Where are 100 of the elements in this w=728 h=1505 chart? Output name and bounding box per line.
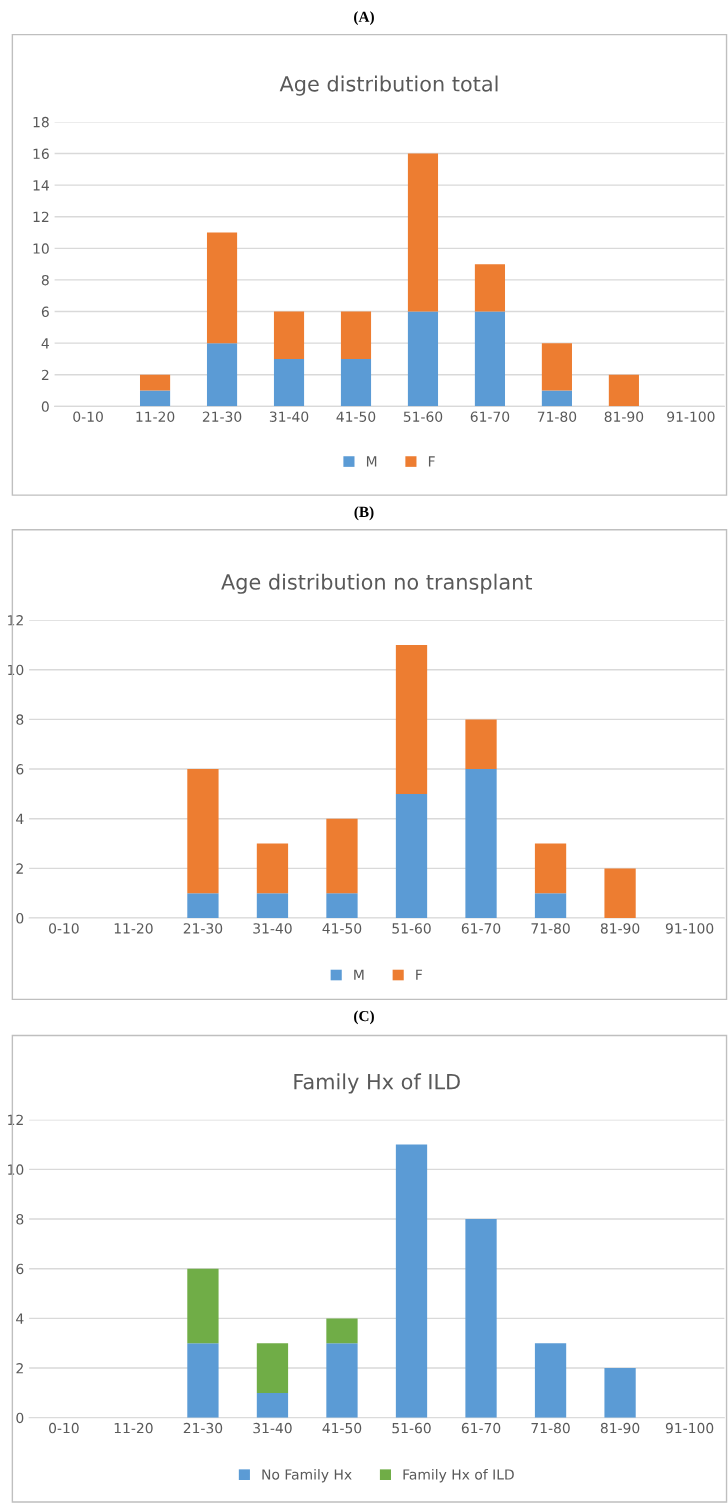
bar [465, 1219, 497, 1418]
bar [326, 818, 358, 894]
x-tick-label: 21-30 [202, 411, 242, 422]
legend-label: F [428, 456, 435, 467]
y-tick-label: 18 [33, 116, 49, 128]
text: (C) [354, 1010, 374, 1025]
x-tick-label: 81-90 [604, 411, 644, 422]
bar [273, 358, 305, 407]
x-tick-label: 11-20 [136, 411, 175, 422]
y-tick-label: 2 [16, 863, 23, 874]
y-tick-label: 14 [33, 180, 49, 191]
bar [256, 1392, 289, 1418]
y-tick-label: 8 [16, 714, 24, 725]
chart-title: Family Hx of ILD [294, 1073, 460, 1094]
bar [608, 374, 639, 407]
x-tick-label: 0-10 [73, 411, 103, 422]
bar [256, 1343, 289, 1393]
bar [139, 390, 171, 407]
y-tick-label: 4 [16, 813, 24, 824]
bar [474, 264, 506, 312]
bar [139, 374, 171, 391]
bar [474, 311, 506, 407]
legend-label: M [354, 969, 364, 980]
x-tick-label: 0-10 [49, 1422, 79, 1434]
bar [534, 843, 567, 894]
x-tick-label: 51-60 [403, 411, 443, 422]
bar [256, 843, 289, 894]
bar [465, 769, 497, 919]
bar [395, 1144, 428, 1418]
y-tick-label: 8 [16, 1214, 24, 1225]
y-tick-label: 2 [16, 1363, 23, 1374]
x-tick-label: 0-10 [49, 923, 79, 934]
bar [541, 343, 572, 391]
x-tick-label: 81-90 [600, 1422, 640, 1434]
x-tick-label: 11-20 [114, 923, 153, 934]
bar [206, 343, 238, 407]
legend-label: F [416, 969, 423, 980]
y-tick-label: 6 [16, 764, 24, 775]
legend-label: No Family Hx [262, 1468, 352, 1483]
y-tick-label: 0 [41, 401, 49, 412]
bar [604, 868, 636, 919]
y-tick-label: 12 [8, 615, 23, 626]
bar [395, 793, 428, 919]
bar [340, 311, 372, 359]
y-tick-label: 2 [41, 369, 49, 381]
bar [273, 311, 305, 359]
x-tick-label: 81-90 [600, 923, 640, 934]
bar [604, 1368, 636, 1418]
bar [187, 769, 219, 894]
legend-label: Family Hx of ILD [403, 1468, 514, 1483]
y-tick-label: 0 [16, 1412, 24, 1424]
y-tick-label: 12 [8, 1114, 23, 1125]
y-tick-label: 0 [16, 913, 24, 924]
x-tick-label: 91-100 [665, 1422, 714, 1434]
bar [541, 390, 572, 407]
x-tick-label: 61-70 [461, 923, 501, 934]
bar [187, 1343, 219, 1418]
x-tick-label: 51-60 [392, 1422, 431, 1434]
legend-label: M [366, 456, 377, 467]
bar [534, 1343, 567, 1418]
x-tick-label: 91-100 [667, 411, 715, 422]
chart-title: Age distribution no transplant [221, 573, 533, 594]
y-tick-label: 6 [16, 1263, 24, 1275]
x-tick-label: 41-50 [322, 1422, 362, 1434]
y-tick-label: 10 [33, 243, 49, 254]
bar [407, 153, 439, 312]
bar [206, 232, 238, 344]
bar [256, 893, 289, 919]
bar [407, 311, 439, 407]
y-tick-label: 12 [33, 211, 49, 222]
bar [187, 1268, 219, 1344]
x-tick-label: 11-20 [114, 1422, 153, 1434]
x-tick-label: 31-40 [269, 411, 309, 422]
x-tick-label: 51-60 [392, 923, 431, 934]
bar [326, 1343, 358, 1418]
bar [187, 893, 219, 919]
chart-title: Age distribution total [279, 75, 498, 96]
bar [395, 644, 428, 794]
x-tick-label: 71-80 [537, 411, 577, 422]
x-tick-label: 21-30 [183, 923, 223, 934]
y-tick-label: 6 [41, 306, 49, 318]
text: (A) [354, 11, 374, 25]
y-tick-label: 10 [8, 1164, 24, 1175]
y-tick-label: 4 [16, 1313, 24, 1324]
x-tick-label: 31-40 [253, 1422, 292, 1434]
bar [326, 893, 358, 919]
x-tick-label: 31-40 [253, 923, 292, 934]
y-tick-label: 10 [8, 664, 24, 676]
x-tick-label: 41-50 [336, 411, 376, 422]
x-tick-label: 71-80 [531, 923, 570, 934]
text: (B) [354, 506, 374, 521]
x-tick-label: 71-80 [531, 1422, 570, 1434]
x-tick-label: 61-70 [470, 411, 510, 422]
y-tick-label: 8 [41, 274, 49, 286]
bar [465, 719, 497, 770]
x-tick-label: 21-30 [183, 1422, 223, 1434]
bar [340, 358, 372, 407]
y-tick-label: 16 [33, 148, 49, 159]
x-tick-label: 41-50 [322, 923, 362, 934]
bar [326, 1318, 358, 1344]
